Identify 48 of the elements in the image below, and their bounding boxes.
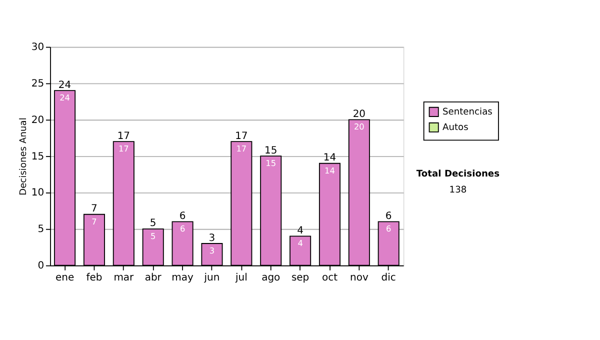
x-tick-label: abr [144,272,162,284]
y-tick-label: 0 [38,260,44,272]
total-label: 6 [179,210,186,222]
x-tick-label: sep [291,272,310,284]
total-label: 3 [208,232,216,244]
y-tick-label: 25 [31,78,44,90]
text: 138 [449,186,467,196]
x-tick-label: mar [114,272,135,284]
total-label: 5 [150,218,156,230]
y-tick-label: 5 [38,224,44,236]
x-tick-label: oct [322,272,338,284]
text: Total Decisiones [416,169,500,180]
x-tick-label: ago [262,272,280,284]
data-label: 24 [60,92,70,103]
legend-label: Sentencias [442,108,493,118]
total-label: 24 [58,80,72,91]
data-label: 4 [298,238,303,248]
x-tick-label: jul [234,272,248,284]
total-label: 15 [264,145,278,156]
x-tick-label: dic [381,272,396,284]
y-tick-label: 10 [31,188,44,199]
total-label: 6 [385,210,392,222]
x-tick-label: nov [350,272,368,284]
data-label: 15 [266,158,276,168]
y-tick-label: 30 [31,42,44,54]
data-label: 5 [150,230,156,241]
y-axis-title: Decisiones Anual [18,118,29,196]
data-label: 6 [386,224,392,234]
x-tick-label: feb [86,272,102,284]
data-label: 17 [236,144,247,154]
total-label: 14 [323,152,336,164]
total-label: 20 [352,108,366,120]
data-label: 7 [92,216,97,226]
data-label: 17 [118,144,129,154]
total-label: 4 [297,225,304,236]
total-label: 17 [235,130,248,142]
total-label: 7 [91,204,98,215]
y-tick-label: 15 [31,151,44,162]
data-label: 6 [180,224,186,234]
x-tick-label: may [172,272,194,284]
x-tick-label: ene [55,272,74,284]
y-tick-label: 20 [31,114,44,126]
data-label: 14 [324,165,335,176]
data-label: 3 [209,246,215,256]
legend-label: Autos [442,123,469,134]
x-tick-label: jun [203,272,220,284]
total-label: 17 [117,130,130,142]
data-label: 20 [354,122,364,132]
